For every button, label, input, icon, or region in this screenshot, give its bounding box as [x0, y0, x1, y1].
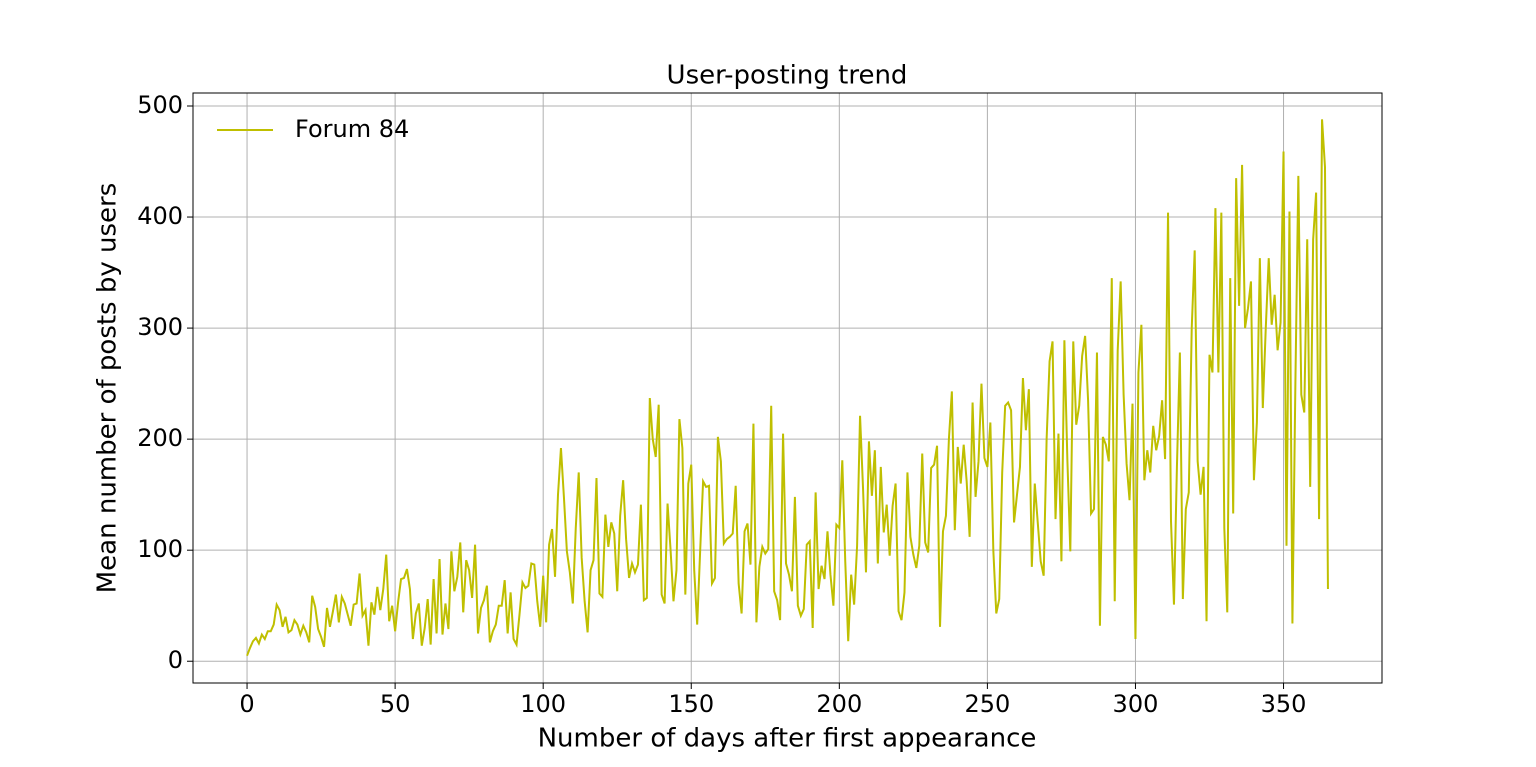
chart-title: User-posting trend [667, 61, 908, 91]
y-tick-label: 200 [137, 424, 183, 452]
y-tick-label: 300 [137, 313, 183, 341]
x-axis-label: Number of days after first appearance [538, 724, 1037, 754]
x-tick-label: 200 [816, 690, 862, 718]
x-tick-label: 150 [668, 690, 714, 718]
legend: Forum 84 [217, 115, 409, 143]
x-tick-label: 0 [239, 690, 254, 718]
data-line [246, 119, 1329, 657]
y-tick-label: 100 [137, 535, 183, 563]
legend-label: Forum 84 [295, 115, 409, 143]
x-tick-label: 300 [1113, 690, 1159, 718]
y-tick-label: 500 [137, 91, 183, 119]
plot-area [246, 119, 1329, 657]
plot-frame [192, 92, 1383, 684]
y-axis-label: Mean number of posts by users [93, 183, 123, 594]
x-tick-label: 50 [380, 690, 411, 718]
y-tick-label: 400 [137, 202, 183, 230]
x-tick-label: 100 [520, 690, 566, 718]
x-tick-label: 250 [964, 690, 1010, 718]
x-tick-label: 350 [1261, 690, 1307, 718]
y-tick-label: 0 [168, 646, 183, 674]
